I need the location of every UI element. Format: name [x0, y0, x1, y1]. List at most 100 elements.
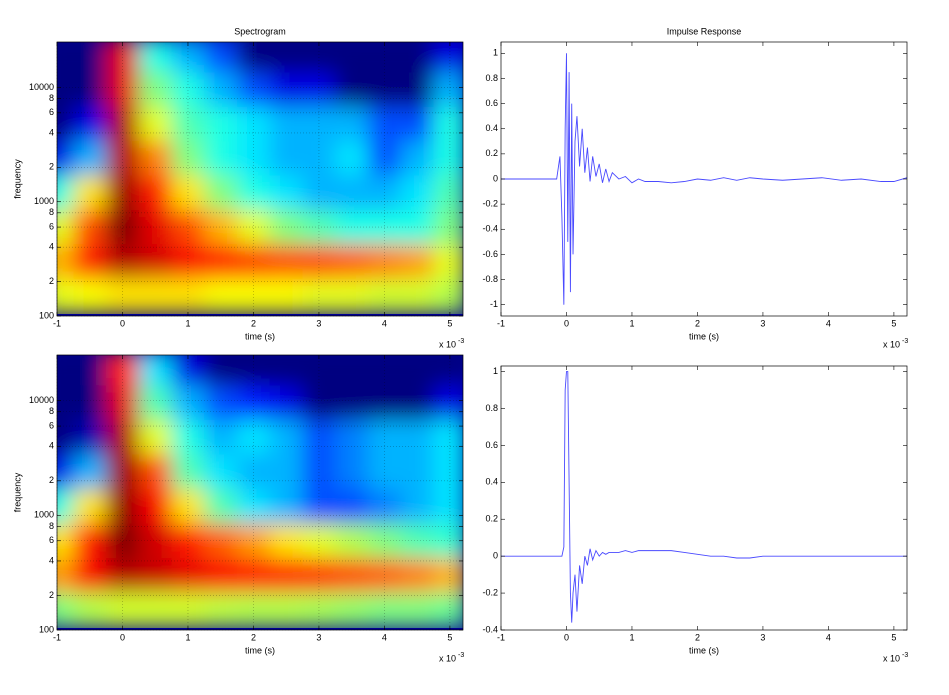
heatmap-cell [73, 419, 107, 455]
x-tick-label: 5 [891, 318, 896, 328]
heatmap-cell [204, 72, 238, 108]
heatmap-cell [106, 106, 140, 142]
x-tick-label: 4 [826, 318, 831, 328]
heatmap-cell [171, 419, 205, 455]
heatmap-cell [171, 488, 205, 524]
heatmap-cell [433, 558, 463, 594]
heatmap-cell [302, 175, 336, 211]
heatmap-cell [204, 419, 238, 455]
heatmap-cell [73, 454, 107, 490]
heatmap-cell [73, 42, 107, 73]
x-tick-label: 1 [185, 632, 190, 642]
heatmap-cell [57, 488, 74, 524]
heatmap-cell [204, 141, 238, 176]
heatmap-cell [302, 278, 336, 314]
subplot-title: Impulse Response [667, 26, 742, 36]
y-tick-label: 0 [493, 173, 498, 183]
heatmap-cell [106, 72, 140, 108]
y-tick-label: 10000 [29, 395, 54, 405]
heatmap-cell [237, 454, 271, 490]
heatmap-cell [400, 592, 435, 628]
heatmap-cell [400, 488, 435, 524]
y-tick-label: 6 [49, 221, 54, 231]
heatmap-cell [302, 419, 336, 455]
heatmap-cell [302, 355, 336, 386]
heatmap-cell [433, 454, 463, 490]
heatmap-cell [57, 42, 74, 73]
heatmap [57, 42, 463, 314]
y-tick-label: 0.8 [485, 73, 498, 83]
heatmap-cell [302, 244, 336, 280]
heatmap-cell [57, 244, 74, 280]
heatmap-cell [57, 592, 74, 628]
heatmap-cell [138, 419, 173, 455]
heatmap-cell [368, 355, 402, 386]
heatmap-cell [433, 523, 463, 559]
y-tick-label: 0.2 [485, 148, 498, 158]
heatmap-cell [237, 106, 271, 142]
heatmap-cell [335, 454, 369, 490]
x-tick-label: 1 [629, 318, 634, 328]
heatmap-cell [400, 523, 435, 559]
heatmap-cell [400, 141, 435, 176]
heatmap-cell [433, 488, 463, 524]
heatmap-cell [171, 355, 205, 386]
heatmap-cell [106, 278, 140, 314]
y-tick-label: 6 [49, 420, 54, 430]
y-tick-label: 100 [39, 624, 54, 634]
heatmap-cell [237, 72, 271, 108]
heatmap-cell [400, 355, 435, 386]
y-tick-label: 4 [49, 242, 54, 252]
heatmap-cell [433, 385, 463, 421]
x-tick-label: 3 [316, 318, 321, 328]
heatmap-cell [400, 72, 435, 108]
heatmap-cell [204, 42, 238, 73]
x-tick-label: 3 [316, 632, 321, 642]
heatmap-cell [269, 106, 304, 142]
heatmap-cell [433, 419, 463, 455]
heatmap-cell [57, 106, 74, 142]
heatmap-cell [335, 355, 369, 386]
heatmap-cells [57, 355, 463, 628]
y-tick-label: -1 [490, 299, 498, 309]
heatmap-cell [73, 175, 107, 211]
y-tick-label: 0.4 [485, 477, 498, 487]
heatmap-cell [433, 209, 463, 245]
heatmap-cell [171, 72, 205, 108]
heatmap-cell [171, 558, 205, 594]
heatmap-cell [302, 488, 336, 524]
heatmap-cell [106, 42, 140, 73]
heatmap-cell [57, 558, 74, 594]
y-tick-label: 1000 [34, 510, 54, 520]
heatmap-cell [400, 278, 435, 314]
heatmap-cell [400, 419, 435, 455]
heatmap-cell [335, 209, 369, 245]
x-exponent-power: -3 [458, 338, 464, 345]
heatmap-cell [302, 454, 336, 490]
heatmap-cell [335, 175, 369, 211]
y-tick-label: 2 [49, 276, 54, 286]
heatmap-cell [57, 278, 74, 314]
heatmap-cell [400, 42, 435, 73]
heatmap-cell [138, 592, 173, 628]
heatmap-cell [400, 175, 435, 211]
heatmap-cells [57, 42, 463, 314]
heatmap-cell [171, 141, 205, 176]
heatmap-cell [204, 175, 238, 211]
heatmap-cell [237, 209, 271, 245]
heatmap-cell [171, 385, 205, 421]
heatmap-cell [237, 385, 271, 421]
heatmap-cell [204, 454, 238, 490]
heatmap-cell [335, 523, 369, 559]
subplot: -1 0 1 2 3 4 5 -0.4 -0.2 0 0.2 0.4 0.6 0.8 1 time (s) x … [482, 365, 908, 663]
heatmap-cell [335, 419, 369, 455]
heatmap-cell [237, 141, 271, 176]
y-tick-label: 1 [493, 48, 498, 58]
heatmap-cell [204, 523, 238, 559]
heatmap-cell [368, 419, 402, 455]
heatmap-cell [73, 355, 107, 386]
subplot-title: Spectrogram [234, 26, 286, 36]
x-tick-label: 3 [760, 632, 765, 642]
x-axis-label: time (s) [689, 645, 719, 655]
